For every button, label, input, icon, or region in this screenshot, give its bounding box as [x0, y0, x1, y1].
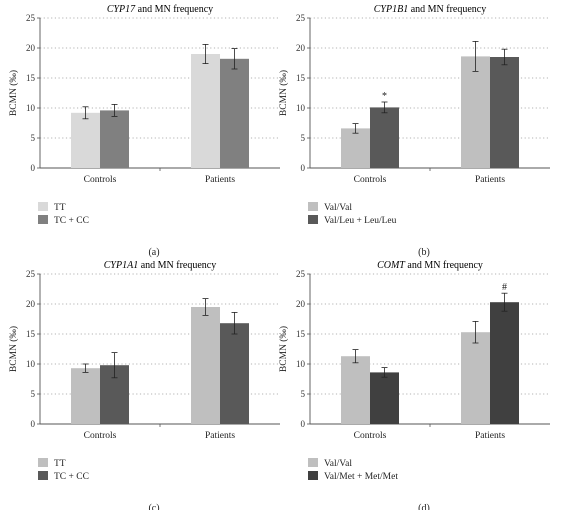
x-tick-label: Controls: [84, 175, 117, 185]
x-tick-label: Controls: [84, 431, 117, 441]
chart-title-gene: CYP1B1: [374, 4, 408, 15]
significance-marker: #: [502, 282, 507, 293]
chart-title-rest: and MN frequency: [135, 4, 213, 15]
chart-panel-1: CYP17 and MN frequency 0 5 10 15 20 25 BCMN (‰)…: [8, 4, 280, 258]
x-tick-label: Patients: [475, 431, 505, 441]
bar: [191, 307, 220, 424]
y-tick-label: 5: [31, 133, 36, 143]
y-tick-label: 0: [31, 163, 36, 173]
panel-sublabel: (c): [148, 503, 159, 510]
bar: [341, 128, 370, 168]
bar: [461, 332, 490, 424]
bar: [191, 54, 220, 168]
legend-label: Val/Met + Met/Met: [324, 472, 398, 482]
bar: [490, 302, 519, 424]
bar: [341, 356, 370, 424]
chart-title-rest: and MN frequency: [408, 4, 486, 15]
y-axis-label: BCMN (‰): [8, 70, 19, 116]
legend-label: TT: [54, 203, 66, 213]
y-tick-label: 0: [301, 419, 306, 429]
chart-panel-3: CYP1A1 and MN frequency 0 5 10 15 20 25 BCMN (‰…: [8, 260, 280, 514]
legend-swatch: [38, 215, 48, 224]
legend-label: Val/Val: [324, 203, 352, 213]
chart-title: CYP17 and MN frequency: [107, 4, 213, 15]
x-tick-label: Patients: [475, 175, 505, 185]
y-tick-label: 20: [26, 43, 36, 53]
chart-title-rest: and MN frequency: [138, 260, 216, 271]
legend-swatch: [308, 458, 318, 467]
legend-label: Val/Val: [324, 459, 352, 469]
bar: [220, 58, 249, 168]
y-tick-label: 10: [296, 103, 306, 113]
y-tick-label: 0: [31, 419, 36, 429]
panel-sublabel: (a): [148, 247, 159, 258]
chart-title: CYP1B1 and MN frequency: [374, 4, 486, 15]
bar: [461, 56, 490, 168]
chart-title-gene: COMT: [377, 260, 406, 271]
chart-panel-4: COMT and MN frequency 0 5 10 15 20 25 BCMN (‰) C…: [278, 260, 550, 514]
bar: [370, 107, 399, 168]
legend-swatch: [308, 202, 318, 211]
y-tick-label: 20: [296, 43, 306, 53]
bar: [100, 110, 129, 168]
y-tick-label: 25: [296, 269, 306, 279]
legend-swatch: [308, 471, 318, 480]
chart-panel-2: CYP1B1 and MN frequency 0 5 10 15 20 25 BCMN (‰…: [278, 4, 550, 258]
legend-label: Val/Leu + Leu/Leu: [324, 216, 397, 226]
legend-label: TT: [54, 459, 66, 469]
bar: [490, 57, 519, 168]
y-tick-label: 15: [26, 329, 36, 339]
chart-title: CYP1A1 and MN frequency: [104, 260, 216, 271]
y-tick-label: 25: [26, 269, 36, 279]
y-tick-label: 5: [301, 389, 306, 399]
x-tick-label: Patients: [205, 175, 235, 185]
y-axis-label: BCMN (‰): [278, 326, 289, 372]
legend-swatch: [38, 202, 48, 211]
legend-swatch: [38, 458, 48, 467]
chart-title-gene: CYP1A1: [104, 260, 138, 271]
y-tick-label: 15: [26, 73, 36, 83]
y-tick-label: 20: [26, 299, 36, 309]
x-tick-label: Controls: [354, 175, 387, 185]
legend-swatch: [38, 471, 48, 480]
significance-marker: *: [382, 91, 387, 102]
y-tick-label: 15: [296, 73, 306, 83]
legend-label: TC + CC: [54, 216, 89, 226]
y-tick-label: 10: [26, 103, 36, 113]
y-tick-label: 5: [301, 133, 306, 143]
y-tick-label: 25: [26, 13, 36, 23]
bar: [71, 112, 100, 168]
x-tick-label: Patients: [205, 431, 235, 441]
legend-swatch: [308, 215, 318, 224]
x-tick-label: Controls: [354, 431, 387, 441]
y-tick-label: 0: [301, 163, 306, 173]
bar: [71, 368, 100, 424]
y-tick-label: 10: [296, 359, 306, 369]
chart-title-gene: CYP17: [107, 4, 136, 15]
y-tick-label: 10: [26, 359, 36, 369]
bar: [220, 323, 249, 424]
panel-sublabel: (d): [418, 503, 430, 510]
y-axis-label: BCMN (‰): [278, 70, 289, 116]
y-tick-label: 15: [296, 329, 306, 339]
chart-title: COMT and MN frequency: [377, 260, 483, 271]
chart-title-rest: and MN frequency: [405, 260, 483, 271]
y-tick-label: 5: [31, 389, 36, 399]
bar: [370, 372, 399, 424]
legend-label: TC + CC: [54, 472, 89, 482]
y-tick-label: 25: [296, 13, 306, 23]
y-axis-label: BCMN (‰): [8, 326, 19, 372]
panel-sublabel: (b): [418, 247, 430, 258]
y-tick-label: 20: [296, 299, 306, 309]
